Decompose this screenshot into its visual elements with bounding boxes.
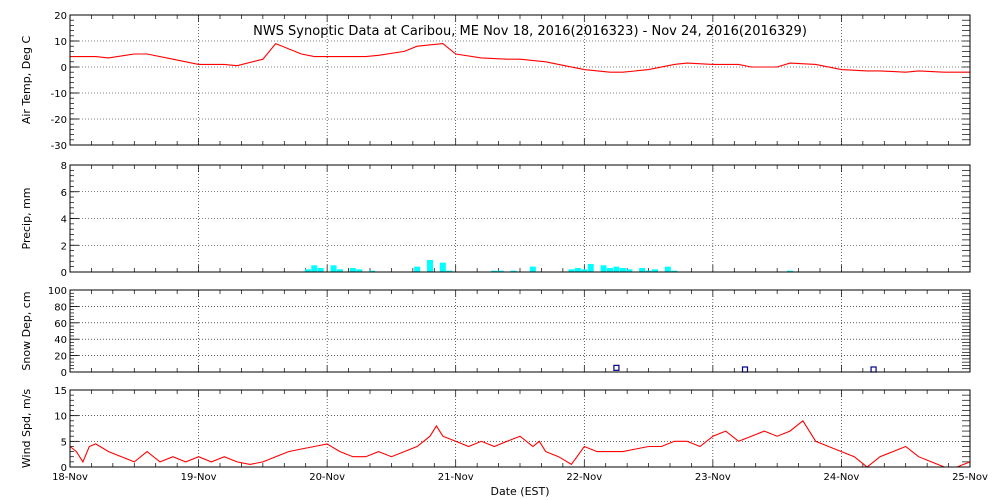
panel-4: 15 10 5 0 Wind Spd, m/s: [20, 386, 971, 474]
y-tick-label: 40: [54, 335, 67, 346]
y-tick-label: -20: [51, 115, 67, 126]
precip-bar: [369, 270, 376, 272]
y-tick-label: 0: [61, 368, 67, 379]
y-axis-label: Snow Dep, cm: [20, 291, 33, 370]
precip-bar: [427, 259, 433, 272]
y-tick-label: 60: [54, 319, 67, 330]
y-axis-label: Precip, mm: [20, 188, 33, 250]
precip-bar: [664, 266, 671, 272]
series-line: [70, 42, 970, 73]
y-tick-label: 80: [54, 302, 67, 313]
precip-bar: [568, 269, 575, 272]
y-tick-label: 5: [61, 437, 67, 448]
precip-bar: [349, 267, 356, 272]
precip-bar: [356, 269, 363, 272]
y-tick-label: 4: [61, 215, 67, 226]
panel-2: 8 6 4 2 0 Precip, mm: [20, 161, 971, 279]
precip-bar: [613, 266, 620, 272]
panel-frame: [69, 164, 971, 273]
y-tick-label: 6: [61, 188, 67, 199]
precip-bar: [639, 267, 646, 272]
precip-bar: [574, 267, 581, 272]
x-axis-label: Date (EST): [490, 485, 549, 498]
precip-bar: [587, 263, 594, 272]
x-tick-label: 21-Nov: [438, 472, 474, 483]
precip-bar: [497, 270, 504, 272]
x-tick-label: 25-Nov: [952, 472, 988, 483]
snow-depth-point: [870, 366, 877, 373]
precip-bar: [607, 267, 613, 272]
precip-bar: [337, 269, 343, 272]
y-tick-label: 0: [61, 268, 67, 279]
y-tick-label: -10: [51, 89, 67, 100]
x-tick-label: 23-Nov: [695, 472, 731, 483]
precip-bar: [510, 270, 517, 272]
y-tick-label: 0: [61, 63, 67, 74]
precip-bar: [317, 267, 324, 272]
precip-bar: [446, 270, 453, 272]
panel-frame: [69, 14, 971, 146]
x-tick-label: 18-Nov: [52, 472, 88, 483]
y-tick-label: -30: [51, 141, 67, 152]
x-tick-label: 20-Nov: [309, 472, 345, 483]
precip-bar: [619, 267, 626, 272]
x-tick-label: 24-Nov: [823, 472, 859, 483]
y-axis-label: Wind Spd, m/s: [20, 389, 33, 469]
snow-depth-point: [741, 366, 749, 373]
snow-depth-point: [613, 364, 620, 371]
panel-frame: [69, 389, 971, 468]
y-tick-label: 15: [54, 386, 67, 397]
series-line: [69, 419, 971, 468]
precip-bar: [645, 270, 652, 272]
chart-title: NWS Synoptic Data at Caribou, ME Nov 18,…: [253, 24, 807, 39]
precip-bar: [581, 269, 588, 272]
x-tick-label: 22-Nov: [566, 472, 602, 483]
y-tick-label: 10: [54, 37, 67, 48]
panel-frame: [69, 289, 971, 373]
y-axis-label: Air Temp, Deg C: [20, 36, 33, 125]
precip-bar: [671, 270, 678, 272]
precip-bar: [330, 265, 337, 272]
y-tick-label: 8: [61, 161, 67, 172]
precip-bar: [626, 269, 633, 272]
y-tick-label: 100: [48, 286, 67, 297]
precip-bar: [787, 270, 793, 272]
panel-1: 20 10 0 -10 -20 -30 Air Temp, Deg C: [20, 11, 971, 152]
y-tick-label: 0: [61, 463, 67, 474]
precip-bar: [600, 265, 607, 272]
y-tick-label: 20: [54, 11, 67, 22]
precip-bar: [304, 269, 311, 272]
x-tick-label: 19-Nov: [181, 472, 217, 483]
precip-bar: [491, 270, 498, 272]
precip-bar: [652, 269, 658, 272]
precip-bar: [529, 266, 536, 272]
precip-bar: [311, 265, 318, 272]
precip-bar: [439, 262, 446, 272]
y-tick-label: 20: [54, 352, 67, 363]
y-tick-label: 2: [61, 241, 67, 252]
y-tick-label: 10: [54, 412, 67, 423]
precip-bar: [414, 266, 421, 272]
panel-3: 100 80 60 40 20 0 Snow Dep, cm: [20, 286, 971, 379]
